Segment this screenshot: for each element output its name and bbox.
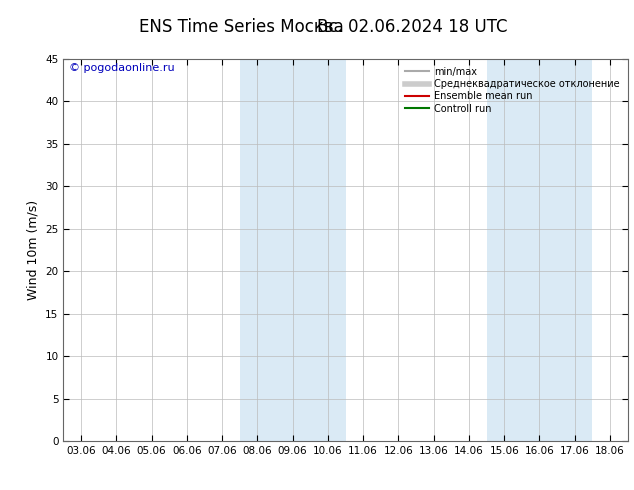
- Y-axis label: Wind 10m (m/s): Wind 10m (m/s): [27, 200, 40, 300]
- Text: Вс. 02.06.2024 18 UTC: Вс. 02.06.2024 18 UTC: [317, 18, 507, 36]
- Text: © pogodaonline.ru: © pogodaonline.ru: [69, 63, 175, 73]
- Legend: min/max, Среднеквадратическое отклонение, Ensemble mean run, Controll run: min/max, Среднеквадратическое отклонение…: [402, 64, 623, 117]
- Text: ENS Time Series Москва: ENS Time Series Москва: [139, 18, 343, 36]
- Bar: [487, 59, 592, 441]
- Bar: [240, 59, 346, 441]
